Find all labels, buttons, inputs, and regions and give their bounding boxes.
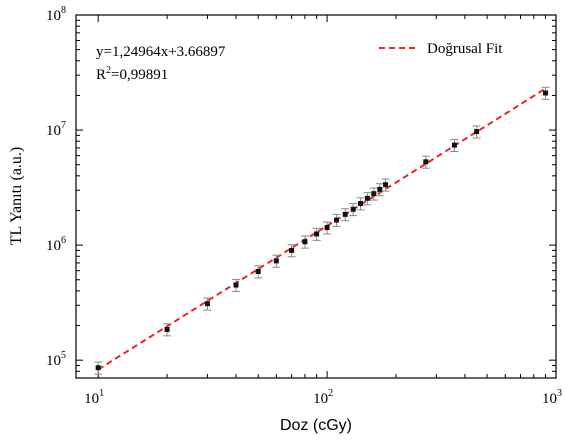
r-squared-superscript: 2: [106, 65, 111, 76]
y-tick-label-exponent: 7: [61, 120, 66, 131]
y-tick-label-exponent: 8: [61, 5, 66, 16]
r-squared-prefix: R: [96, 67, 106, 83]
legend: Doğrusal Fit: [379, 41, 503, 57]
legend-label: Doğrusal Fit: [427, 41, 503, 57]
x-tick-label-base: 10: [313, 391, 328, 407]
y-tick-label-base: 10: [46, 353, 61, 369]
data-point: [289, 247, 295, 253]
x-tick-label-base: 10: [542, 391, 557, 407]
y-tick-label: 105: [46, 350, 66, 369]
data-point: [350, 206, 356, 212]
x-tick-label: 103: [542, 388, 562, 407]
data-point: [164, 326, 170, 332]
y-tick-label-base: 10: [46, 8, 61, 24]
data-point: [377, 186, 383, 192]
r-squared-value: =0,99891: [111, 67, 168, 83]
y-tick-label-base: 10: [46, 123, 61, 139]
x-tick-label-exponent: 3: [557, 388, 562, 399]
data-point: [273, 258, 279, 264]
fit-equation: y=1,24964x+3.66897: [96, 44, 226, 60]
data-point: [423, 159, 429, 165]
data-point: [371, 191, 377, 197]
data-point: [342, 211, 348, 217]
y-tick-label: 106: [46, 235, 66, 254]
data-point: [364, 195, 370, 201]
x-tick-label-exponent: 1: [99, 388, 104, 399]
y-tick-label-exponent: 6: [61, 235, 66, 246]
y-tick-label-exponent: 5: [61, 350, 66, 361]
y-tick-label: 108: [46, 5, 66, 24]
data-point: [383, 182, 389, 188]
y-tick-label: 107: [46, 120, 66, 139]
x-axis-label: Doz (cGy): [280, 417, 352, 434]
y-axis-label: TL Yanıtı (a.u.): [8, 147, 25, 246]
data-point: [358, 200, 364, 206]
fit-line: [97, 87, 547, 371]
y-tick-label-base: 10: [46, 238, 61, 254]
r-squared: R2=0,99891: [96, 65, 168, 83]
x-tick-label: 101: [84, 388, 104, 407]
data-point: [302, 239, 308, 245]
data-point: [334, 217, 340, 223]
fit-layer: [97, 87, 547, 371]
x-tick-label-exponent: 2: [328, 388, 333, 399]
plot-frame: [75, 14, 557, 379]
data-point: [314, 231, 320, 237]
axis-ticks: [76, 14, 557, 379]
x-tick-label: 102: [313, 388, 333, 407]
data-point: [95, 365, 101, 371]
data-points: [94, 86, 550, 375]
data-point: [233, 282, 239, 288]
data-point: [543, 90, 549, 96]
data-point: [255, 268, 261, 274]
data-point: [451, 142, 457, 148]
data-point: [474, 129, 480, 135]
data-point: [324, 225, 330, 231]
x-tick-label-base: 10: [84, 391, 99, 407]
data-point: [204, 301, 210, 307]
